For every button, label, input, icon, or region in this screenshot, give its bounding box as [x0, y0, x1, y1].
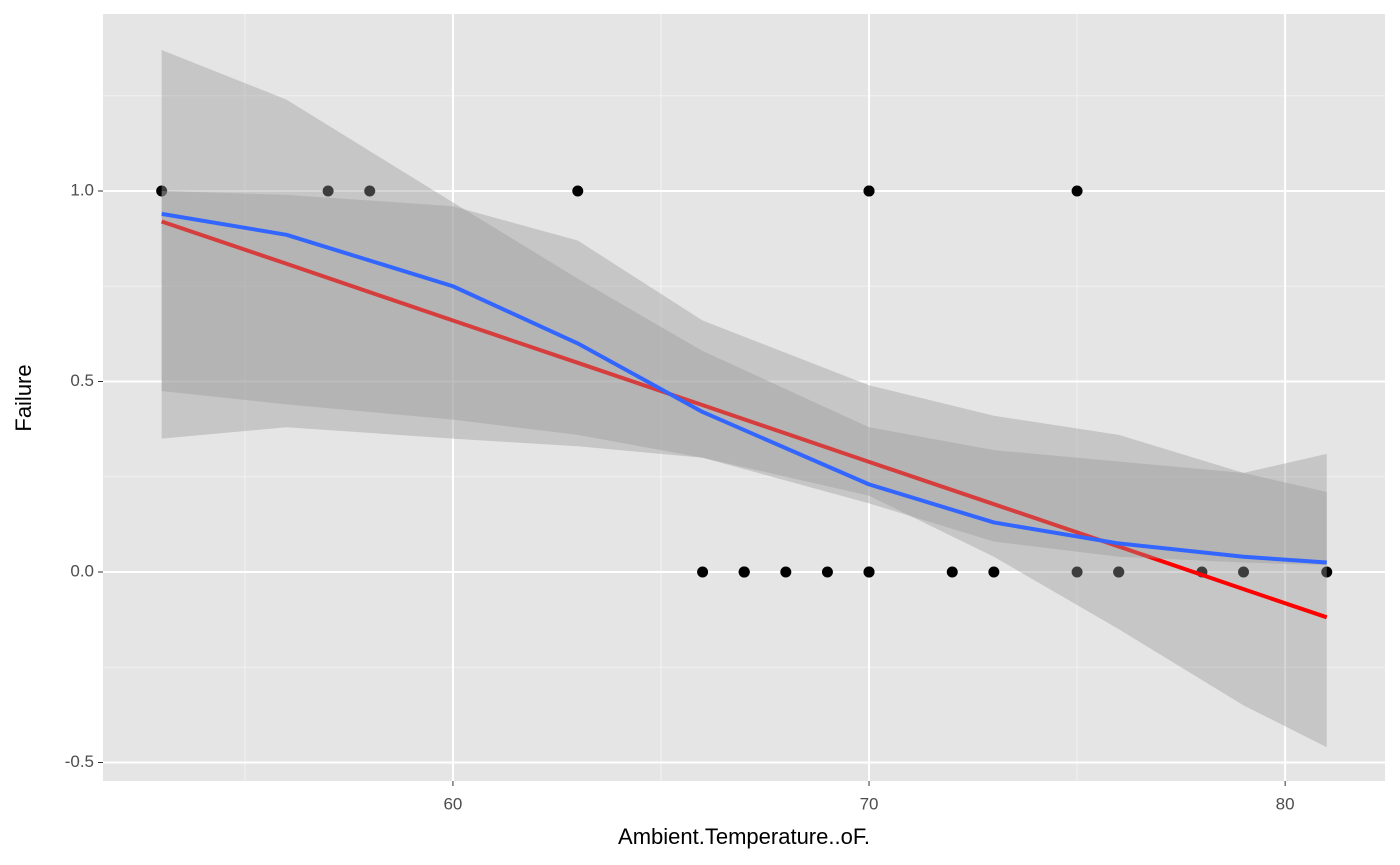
panel	[103, 14, 1385, 781]
fit-line	[161, 211, 1327, 565]
fit-line	[161, 219, 1328, 620]
y-tick-label: 0.0	[70, 561, 94, 580]
y-tick-label: 1.0	[70, 180, 94, 199]
x-tick-label: 60	[443, 794, 462, 813]
x-tick-label: 80	[1276, 794, 1295, 813]
point	[1071, 566, 1083, 578]
y-tick-label: 0.5	[70, 371, 94, 390]
confidence-band	[161, 50, 1327, 748]
point	[1321, 566, 1333, 578]
point	[863, 185, 875, 197]
point	[1113, 566, 1125, 578]
x-tick-label: 70	[860, 794, 879, 813]
point	[946, 566, 958, 578]
x-axis-title: Ambient.Temperature..oF.	[618, 824, 870, 849]
y-axis-title: Failure	[11, 364, 36, 431]
grid	[103, 14, 1385, 781]
point	[821, 566, 833, 578]
point	[364, 185, 376, 197]
point	[1071, 185, 1083, 197]
point	[738, 566, 750, 578]
point	[780, 566, 792, 578]
point	[697, 566, 709, 578]
point	[863, 566, 875, 578]
point	[156, 185, 168, 197]
point	[1238, 566, 1250, 578]
point	[988, 566, 1000, 578]
point	[572, 185, 584, 197]
point	[322, 185, 334, 197]
y-tick-label: -0.5	[65, 752, 94, 771]
marks	[156, 50, 1333, 748]
